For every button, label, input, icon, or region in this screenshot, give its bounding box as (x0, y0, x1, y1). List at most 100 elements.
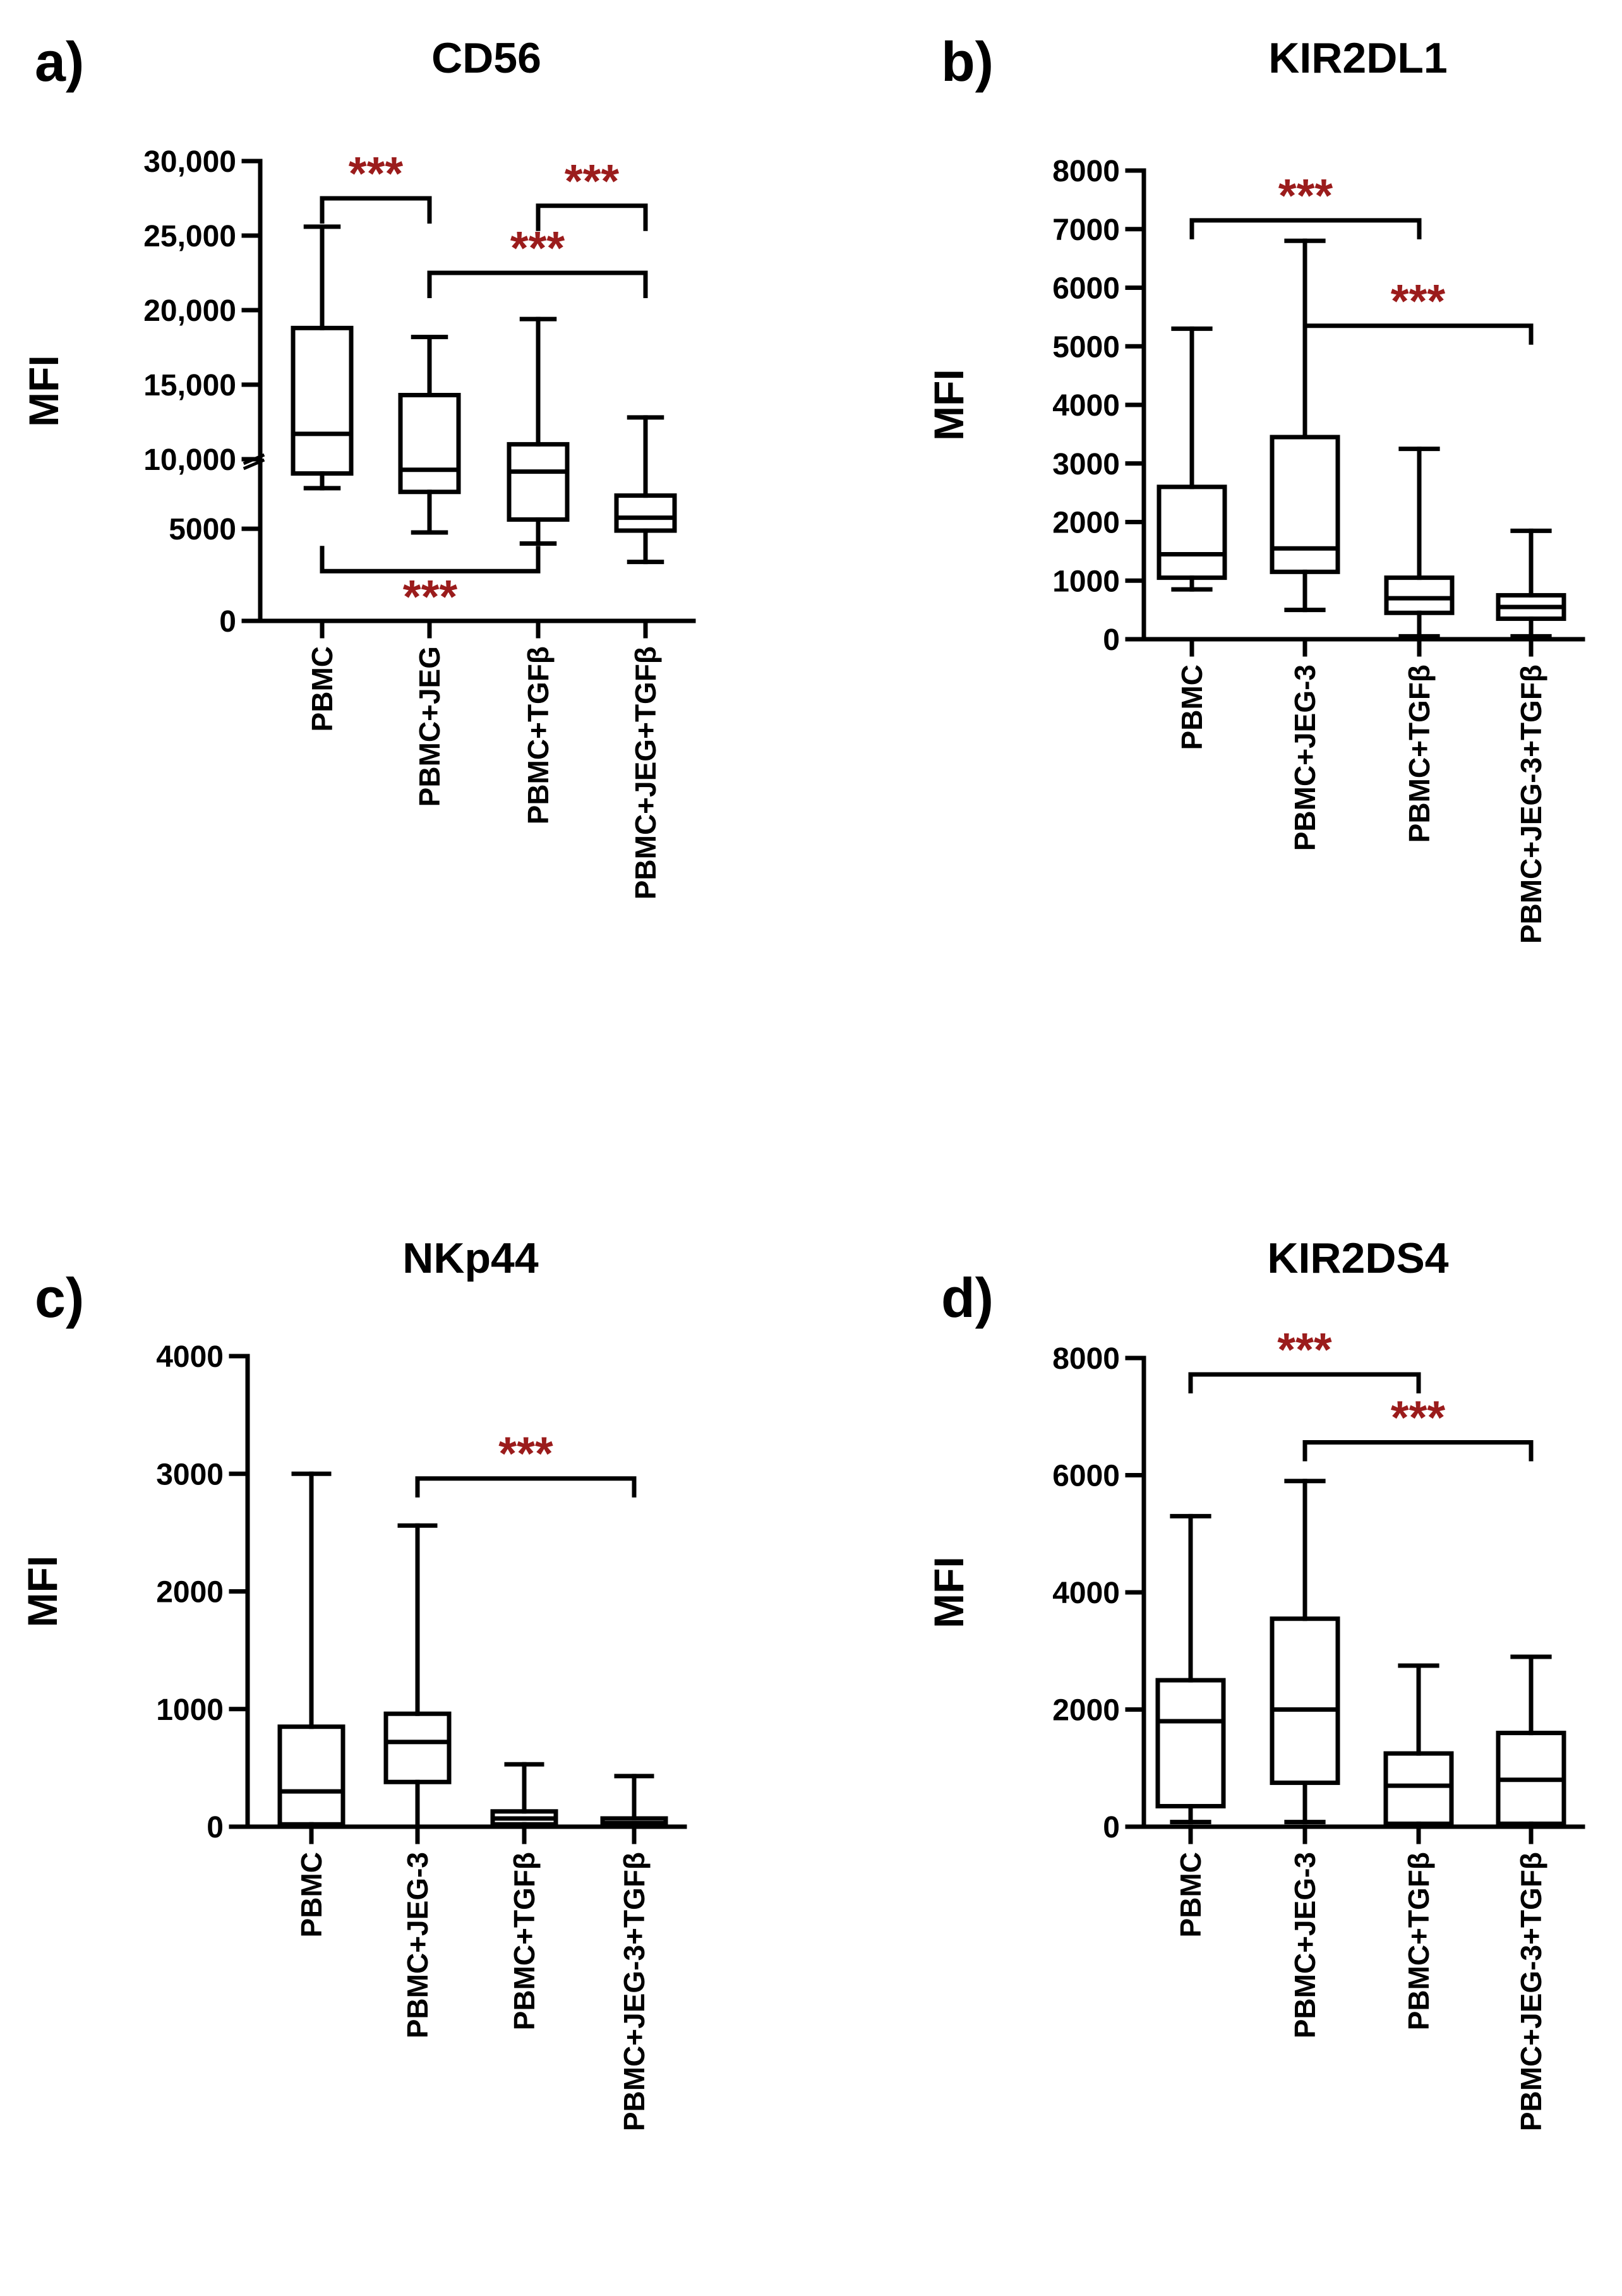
y-tick-label: 2000 (156, 1576, 224, 1609)
box-iqr (507, 442, 570, 522)
box-plot (1384, 447, 1455, 639)
y-tick-label: 4000 (1052, 389, 1120, 423)
panel-b: b) KIR2DL1 MFI 0 1000 2000 3000 4000 5000 6000 700… (925, 30, 1585, 944)
chart-title: KIR2DS4 (1267, 1234, 1448, 1282)
box-plot (1496, 1654, 1566, 1829)
y-axis-label: MFI (19, 1556, 66, 1628)
bracket-line (1188, 1372, 1421, 1393)
bracket-line (320, 196, 432, 224)
significance-bracket: *** (1188, 1323, 1421, 1393)
bracket-line (536, 203, 648, 231)
x-tick-label: PBMC+JEG-3 (1289, 664, 1321, 851)
box-iqr (291, 325, 354, 476)
chart-title: NKp44 (402, 1234, 539, 1282)
significance-bracket: *** (1302, 275, 1534, 345)
y-tick-label: 10,000 (143, 443, 236, 477)
box-iqr (1270, 435, 1340, 574)
x-tick-label: PBMC+TGFβ (1402, 1852, 1435, 2030)
x-tick-label: PBMC+JEG+TGFβ (629, 646, 662, 899)
box-iqr (277, 1724, 345, 1827)
significance-bracket: *** (427, 222, 648, 298)
bracket-line (1189, 218, 1422, 239)
significance-bracket: *** (536, 155, 648, 231)
y-tick-label: 3000 (1052, 448, 1120, 481)
box-plot (291, 224, 354, 491)
y-tick-label: 20,000 (143, 294, 236, 328)
y-tick-label: 30,000 (143, 145, 236, 179)
y-tick-label: 5000 (169, 513, 236, 546)
significance-bracket: *** (1302, 1391, 1534, 1462)
significance-label: *** (1391, 275, 1446, 327)
significance-label: *** (1391, 1391, 1446, 1444)
y-tick-label: 0 (1103, 1811, 1120, 1844)
x-tick-label: PBMC+JEG (413, 646, 446, 807)
y-tick-label: 0 (207, 1811, 224, 1844)
chart-title: KIR2DL1 (1268, 34, 1447, 82)
x-tick-label: PBMC+TGFβ (522, 646, 555, 824)
x-tick-label: PBMC+TGFβ (1403, 664, 1436, 843)
y-tick-label: 15,000 (143, 369, 236, 402)
box-plot (1155, 1513, 1226, 1825)
y-tick-label: 4000 (1052, 1577, 1120, 1610)
x-tick-label: PBMC+JEG-3+TGFβ (1515, 1852, 1547, 2131)
box-iqr (614, 493, 677, 533)
significance-label: *** (498, 1427, 553, 1480)
significance-bracket: *** (320, 546, 541, 623)
x-tick-label: PBMC (295, 1852, 328, 1937)
x-tick-label: PBMC+JEG-3+TGFβ (618, 1852, 651, 2131)
box-iqr (1270, 1616, 1340, 1785)
y-tick-label: 2000 (1052, 507, 1120, 540)
y-axis-label: MFI (20, 355, 67, 427)
significance-label: *** (1278, 169, 1333, 222)
box-plot (398, 334, 461, 535)
y-tick-label: 8000 (1052, 1342, 1120, 1376)
y-axis-label: MFI (925, 1556, 972, 1628)
box-iqr (1156, 484, 1227, 580)
significance-label: *** (403, 570, 458, 623)
y-tick-label: 3000 (156, 1458, 224, 1491)
box-plot (614, 415, 677, 565)
x-tick-label: PBMC (306, 646, 339, 731)
y-tick-label: 0 (1103, 623, 1120, 657)
box-plot (383, 1523, 452, 1829)
x-tick-label: PBMC (1174, 1852, 1207, 1937)
significance-label: *** (565, 155, 620, 207)
significance-label: *** (510, 222, 565, 274)
panel-d: d) KIR2DS4 MFI 0 2000 4000 6000 8000 PBMC PBMC+JE… (925, 1234, 1585, 2131)
significance-bracket: *** (415, 1427, 637, 1498)
y-tick-label: 7000 (1052, 213, 1120, 247)
panel-label: d) (941, 1266, 994, 1329)
panel-c: c) NKp44 MFI 0 1000 2000 3000 4000 PBMC PBMC+JEG-… (19, 1234, 687, 2131)
y-tick-label: 4000 (156, 1340, 224, 1374)
panel-a: a) CD56 MFI 0 5000 10,000 15,000 20,000 25,000 30… (20, 30, 696, 899)
chart-title: CD56 (431, 34, 541, 82)
y-tick-label: 6000 (1052, 1460, 1120, 1493)
axis-break-mark (243, 458, 265, 471)
significance-label: *** (1277, 1323, 1332, 1376)
bracket-line (427, 270, 648, 298)
y-tick-label: 5000 (1052, 330, 1120, 364)
y-axis-label: MFI (925, 369, 972, 441)
x-tick-label: PBMC+JEG-3+TGFβ (1515, 664, 1547, 944)
x-tick-label: PBMC+TGFβ (508, 1852, 541, 2030)
box-plot (1270, 238, 1340, 613)
box-plot (490, 1762, 558, 1829)
significance-label: *** (349, 147, 404, 200)
y-tick-label: 1000 (156, 1693, 224, 1727)
box-plot (1270, 1479, 1340, 1825)
bracket-line (415, 1476, 637, 1498)
x-tick-label: PBMC+JEG-3 (1289, 1852, 1321, 2038)
y-tick-label: 0 (219, 605, 236, 639)
y-tick-label: 25,000 (143, 220, 236, 253)
bracket-line (1302, 323, 1534, 345)
x-tick-label: PBMC+JEG-3 (401, 1852, 434, 2038)
box-plot (600, 1774, 668, 1829)
significance-bracket: *** (1189, 169, 1422, 239)
panel-label: c) (35, 1266, 84, 1329)
box-iqr (1384, 575, 1455, 615)
box-iqr (383, 1711, 452, 1784)
box-plot (1383, 1663, 1454, 1829)
bracket-line (1302, 1440, 1534, 1462)
x-tick-label: PBMC (1175, 664, 1208, 750)
